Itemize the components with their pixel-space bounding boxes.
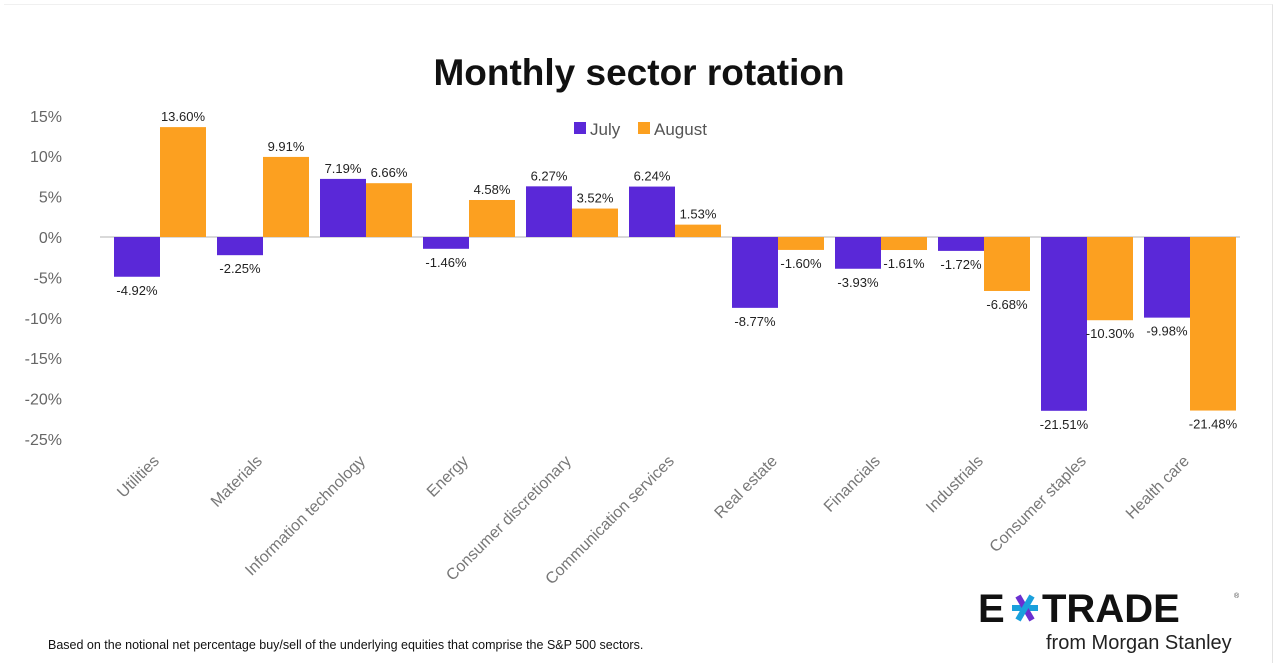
y-tick-label: 10% bbox=[30, 149, 62, 166]
bar-august bbox=[881, 237, 927, 251]
bar-august bbox=[1190, 237, 1236, 411]
data-label: 6.24% bbox=[634, 169, 671, 184]
data-label: 6.66% bbox=[371, 165, 408, 180]
bar-august bbox=[469, 199, 515, 237]
bar-august bbox=[675, 224, 721, 237]
y-tick-label: -10% bbox=[25, 311, 62, 328]
x-tick-label: Real estate bbox=[712, 453, 781, 522]
x-tick-label: Consumer staples bbox=[987, 453, 1090, 556]
bar-july bbox=[732, 237, 778, 308]
bar-july bbox=[320, 178, 366, 237]
legend-label-august: August bbox=[654, 120, 707, 139]
data-label: 3.52% bbox=[577, 191, 614, 206]
data-label: -1.46% bbox=[425, 255, 467, 270]
bar-august bbox=[160, 127, 206, 237]
bar-august bbox=[1087, 237, 1133, 321]
y-tick-label: 5% bbox=[39, 190, 62, 207]
footnote: Based on the notional net percentage buy… bbox=[48, 638, 644, 652]
data-label: 6.27% bbox=[531, 168, 568, 183]
y-tick-label: -20% bbox=[25, 392, 62, 409]
svg-text:TRADE: TRADE bbox=[1042, 588, 1180, 631]
x-tick-label: Financials bbox=[821, 453, 884, 516]
data-label: -8.77% bbox=[734, 314, 776, 329]
legend-swatch-july bbox=[574, 122, 586, 134]
svg-text:E: E bbox=[978, 588, 1005, 631]
y-tick-label: 15% bbox=[30, 109, 62, 126]
bar-july bbox=[423, 237, 469, 249]
legend-label-july: July bbox=[590, 120, 621, 139]
bar-july bbox=[1144, 237, 1190, 318]
bar-july bbox=[526, 186, 572, 237]
data-label: -21.48% bbox=[1189, 417, 1238, 432]
etrade-wordmark: E TRADE ® bbox=[978, 587, 1240, 631]
x-tick-label: Information technology bbox=[242, 453, 368, 579]
y-tick-label: -15% bbox=[25, 351, 62, 368]
legend-swatch-august bbox=[638, 122, 650, 134]
etrade-logo: E TRADE ® from Morgan Stanley bbox=[978, 587, 1243, 658]
data-label: -2.25% bbox=[219, 261, 261, 276]
bar-august bbox=[366, 183, 412, 237]
y-tick-label: 0% bbox=[39, 230, 62, 247]
data-label: 13.60% bbox=[161, 109, 206, 124]
data-label: 4.58% bbox=[474, 182, 511, 197]
data-label: -9.98% bbox=[1146, 324, 1188, 339]
data-label: -1.60% bbox=[780, 256, 822, 271]
bar-july bbox=[835, 237, 881, 269]
y-tick-label: -25% bbox=[25, 432, 62, 449]
star-icon bbox=[1012, 594, 1038, 622]
logo-subtitle: from Morgan Stanley bbox=[1046, 632, 1232, 654]
y-tick-label: -5% bbox=[34, 270, 62, 287]
bar-august bbox=[778, 237, 824, 250]
data-label: -10.30% bbox=[1086, 326, 1135, 341]
data-label: 1.53% bbox=[680, 207, 717, 222]
x-tick-label: Materials bbox=[208, 453, 266, 511]
chart-title: Monthly sector rotation bbox=[433, 52, 845, 93]
bar-july bbox=[217, 237, 263, 256]
x-tick-label: Health care bbox=[1123, 453, 1193, 523]
svg-text:®: ® bbox=[1234, 592, 1240, 600]
data-label: -21.51% bbox=[1040, 417, 1089, 432]
data-label: 7.19% bbox=[325, 161, 362, 176]
data-label: -6.68% bbox=[986, 297, 1028, 312]
bar-july bbox=[1041, 237, 1087, 411]
bar-july bbox=[114, 237, 160, 277]
data-label: -1.72% bbox=[940, 257, 982, 272]
bar-august bbox=[263, 156, 309, 237]
x-tick-label: Energy bbox=[424, 453, 472, 501]
x-tick-label: Industrials bbox=[923, 453, 987, 517]
x-tick-label: Utilities bbox=[114, 453, 162, 501]
bar-august bbox=[572, 208, 618, 237]
bar-august bbox=[984, 237, 1030, 291]
data-label: 9.91% bbox=[268, 139, 305, 154]
data-label: -1.61% bbox=[883, 256, 925, 271]
bar-july bbox=[938, 237, 984, 251]
chart-frame bbox=[4, 4, 1273, 663]
data-label: -3.93% bbox=[837, 275, 879, 290]
data-label: -4.92% bbox=[116, 283, 158, 298]
bar-july bbox=[629, 186, 675, 237]
